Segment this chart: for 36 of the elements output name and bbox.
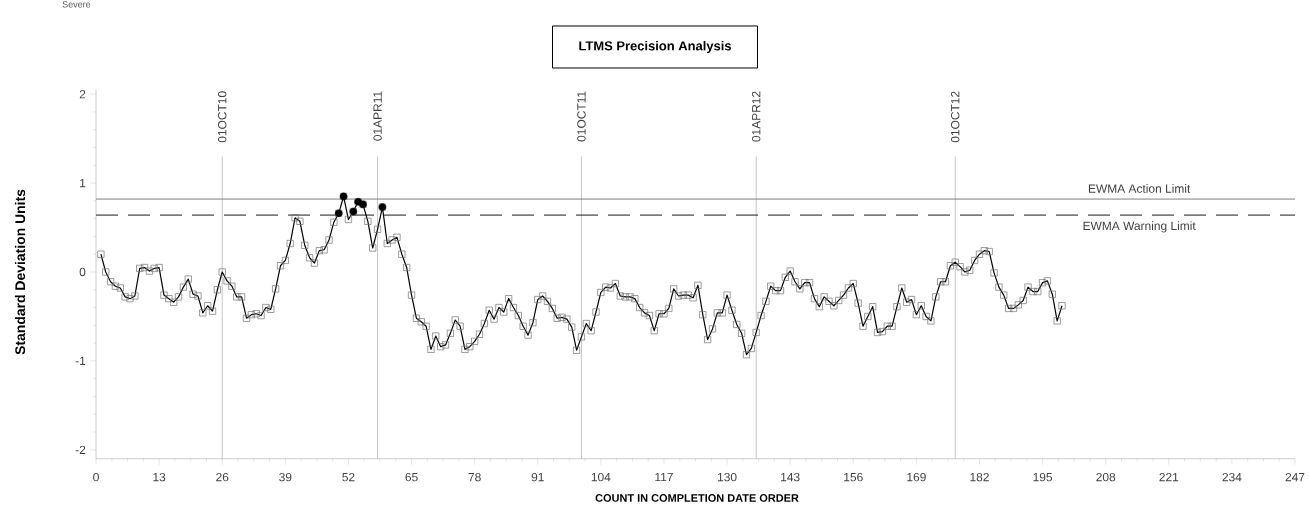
x-tick-label: 39 [279,472,292,482]
ref-line-label: 01OCT12 [950,91,960,143]
chart-title: LTMS Precision Analysis [579,40,732,54]
y-tick-label: 1 [80,178,86,188]
x-tick-label: 52 [342,472,355,482]
x-tick-label: 0 [93,472,99,482]
x-tick-label: 169 [907,472,926,482]
x-axis-title: COUNT IN COMPLETION DATE ORDER [595,494,799,502]
x-tick-label: 208 [1096,472,1116,482]
ref-line-label: EWMA Action Limit [1088,184,1191,193]
ref-line-label: 01APR12 [751,91,761,142]
x-tick-label: 247 [1285,472,1305,482]
x-tick-label: 221 [1159,472,1179,482]
x-tick-label: 117 [655,472,673,482]
text: Severe [62,1,91,8]
y-tick-label: -1 [75,356,86,366]
y-tick-label: 0 [79,267,86,277]
x-tick-label: 91 [531,472,544,482]
x-tick-label: 156 [844,472,863,482]
x-tick-label: 182 [970,472,989,482]
x-tick-label: 130 [718,472,737,482]
y-tick-label: -2 [75,445,86,454]
x-tick-label: 13 [153,472,166,482]
ref-line-label: 01OCT10 [218,91,227,143]
x-tick-label: 104 [591,472,611,482]
x-tick-label: 234 [1222,472,1242,482]
ref-line-label: 01APR11 [373,91,382,141]
ref-line-label: EWMA Warning Limit [1083,221,1196,233]
y-tick-label: 2 [79,89,86,99]
x-tick-label: 26 [216,472,229,482]
ref-line-label: 01OCT11 [577,91,586,142]
x-tick-label: 65 [405,472,418,482]
x-tick-label: 195 [1033,472,1053,482]
x-tick-label: 143 [781,472,800,482]
x-tick-label: 78 [468,472,481,482]
y-axis-title: Standard Deviation Units [14,189,26,355]
